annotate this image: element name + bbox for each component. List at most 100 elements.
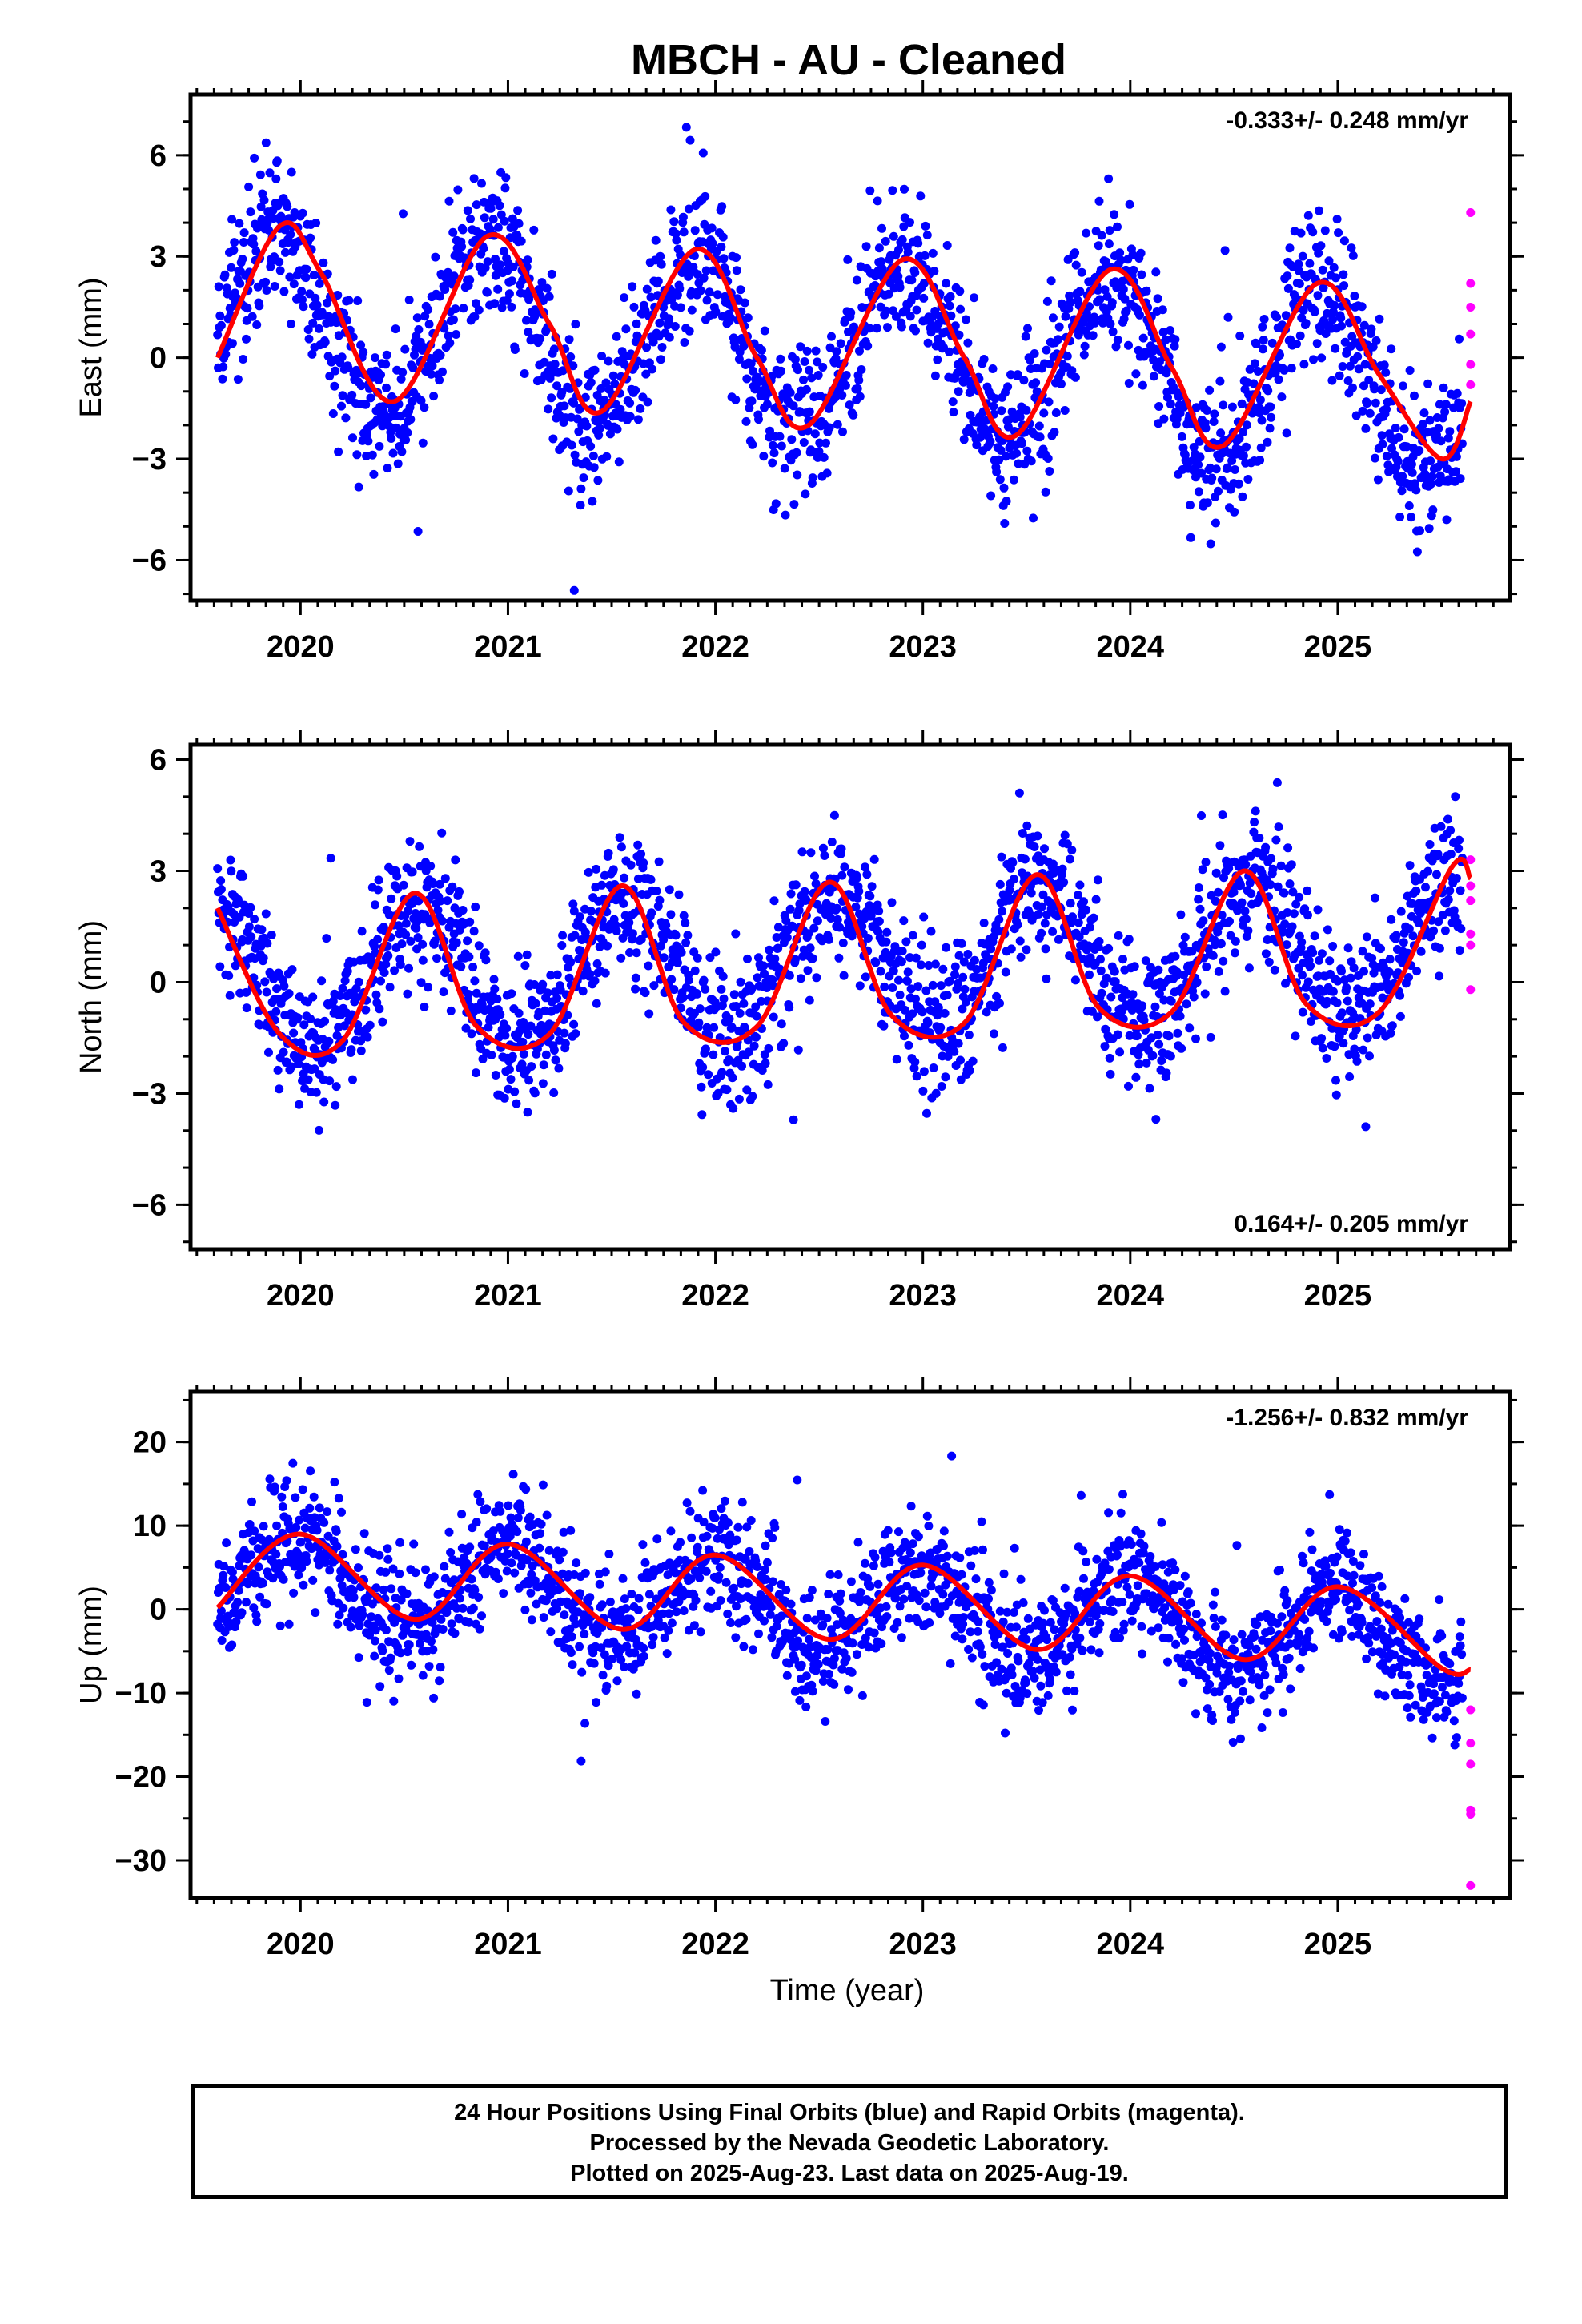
final-orbit-point (362, 1698, 371, 1707)
final-orbit-point (752, 1011, 761, 1021)
final-orbit-point (216, 885, 226, 894)
final-orbit-point (348, 1586, 358, 1595)
final-orbit-point (785, 388, 795, 397)
final-orbit-point (1328, 942, 1338, 951)
final-orbit-point (458, 1603, 468, 1613)
final-orbit-point (811, 879, 821, 888)
final-orbit-point (739, 341, 749, 351)
final-orbit-point (253, 223, 262, 233)
final-orbit-point (558, 1547, 568, 1557)
final-orbit-point (459, 304, 468, 313)
final-orbit-point (1040, 919, 1050, 928)
final-orbit-point (521, 1485, 531, 1494)
final-orbit-point (585, 970, 595, 979)
final-orbit-point (414, 896, 424, 906)
final-orbit-point (946, 311, 956, 320)
final-orbit-point (884, 289, 893, 299)
final-orbit-point (1343, 376, 1353, 385)
final-orbit-point (420, 910, 430, 919)
final-orbit-point (644, 961, 653, 971)
final-orbit-point (702, 296, 712, 305)
final-orbit-point (249, 1603, 259, 1613)
final-orbit-point (1022, 405, 1031, 415)
final-orbit-point (1314, 248, 1323, 258)
final-orbit-point (512, 1099, 521, 1108)
final-orbit-point (854, 887, 864, 896)
final-orbit-point (465, 917, 475, 927)
final-orbit-point (745, 403, 754, 412)
final-orbit-point (754, 415, 763, 424)
final-orbit-point (475, 1624, 484, 1634)
final-orbit-point (1214, 887, 1223, 897)
final-orbit-point (1339, 270, 1348, 279)
final-orbit-point (743, 1578, 753, 1588)
final-orbit-point (1395, 1011, 1405, 1021)
final-orbit-point (295, 1100, 304, 1109)
final-orbit-point (539, 1613, 548, 1622)
final-orbit-point (238, 255, 247, 263)
final-orbit-point (1206, 539, 1215, 549)
final-orbit-point (334, 1494, 343, 1503)
final-orbit-point (877, 257, 886, 267)
final-orbit-point (328, 996, 338, 1006)
final-orbit-point (1095, 295, 1105, 304)
final-orbit-point (855, 981, 865, 991)
final-orbit-point (436, 1614, 446, 1624)
final-orbit-point (1132, 1031, 1142, 1041)
final-orbit-point (1456, 924, 1466, 934)
final-orbit-point (861, 972, 870, 982)
final-orbit-point (1310, 307, 1319, 316)
final-orbit-point (571, 1029, 580, 1039)
final-orbit-point (552, 970, 562, 979)
final-orbit-point (731, 1633, 741, 1642)
final-orbit-point (997, 406, 1006, 416)
final-orbit-point (755, 376, 765, 386)
final-orbit-point (333, 291, 343, 300)
final-orbit-point (222, 1538, 231, 1548)
final-orbit-point (1402, 442, 1411, 452)
final-orbit-point (1398, 472, 1407, 481)
final-orbit-point (427, 369, 436, 379)
final-orbit-point (575, 1642, 584, 1651)
model-fit-line (215, 857, 1473, 1058)
final-orbit-point (979, 919, 989, 927)
final-orbit-point (1163, 392, 1172, 402)
final-orbit-point (382, 383, 391, 392)
final-orbit-point (852, 873, 861, 883)
final-orbit-point (672, 1607, 681, 1617)
final-orbit-point (427, 1637, 436, 1647)
final-orbit-point (881, 937, 891, 947)
final-orbit-point (1419, 408, 1429, 418)
final-orbit-point (1137, 270, 1146, 279)
final-orbit-point (781, 1586, 791, 1595)
final-orbit-point (1245, 364, 1255, 374)
final-orbit-point (1153, 294, 1162, 304)
final-orbit-point (1443, 433, 1453, 443)
final-orbit-point (284, 1619, 294, 1629)
final-orbit-point (375, 1682, 385, 1691)
final-orbit-point (1397, 486, 1407, 496)
final-orbit-point (1118, 1015, 1128, 1023)
final-orbit-point (841, 380, 850, 390)
final-orbit-point (516, 236, 526, 246)
final-orbit-point (470, 312, 480, 321)
final-orbit-point (1042, 345, 1051, 355)
final-orbit-point (470, 976, 480, 986)
final-orbit-point (1016, 952, 1026, 962)
final-orbit-point (402, 1589, 412, 1598)
final-orbit-point (1337, 321, 1346, 331)
final-orbit-point (776, 354, 785, 364)
final-orbit-point (808, 954, 817, 963)
final-orbit-point (929, 1063, 938, 1072)
final-orbit-point (1207, 473, 1217, 483)
final-orbit-point (1059, 878, 1069, 887)
final-orbit-point (523, 1108, 532, 1117)
final-orbit-point (620, 873, 629, 883)
final-orbit-point (625, 412, 635, 421)
final-orbit-point (550, 360, 560, 369)
final-orbit-point (642, 343, 652, 352)
final-orbit-point (1255, 834, 1264, 842)
final-orbit-point (519, 1049, 528, 1059)
final-orbit-point (631, 385, 640, 395)
final-orbit-point (520, 1605, 530, 1614)
